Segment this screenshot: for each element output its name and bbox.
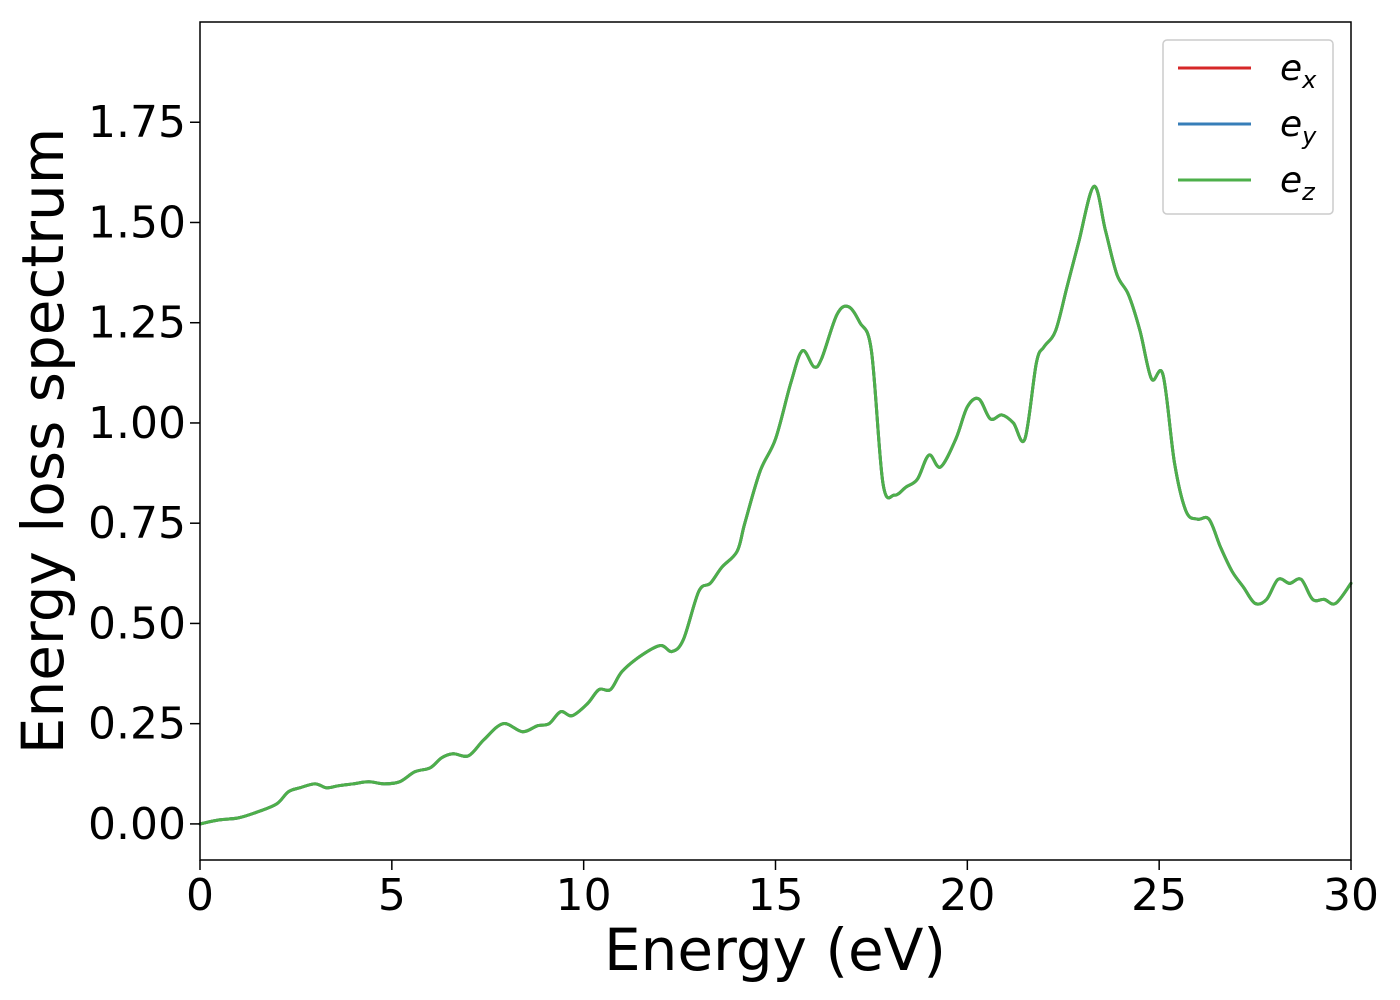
x-tick-label: 10 [556,870,612,921]
legend-box [1162,39,1334,215]
y-tick-label: 0.50 [88,598,186,649]
y-tick-label: 1.25 [88,298,186,349]
x-tick-label: 20 [939,870,995,921]
legend-label-z: ez [1280,160,1316,206]
y-axis: 0.00 0.25 0.50 0.75 1.00 1.25 1.50 1.75 [88,97,200,850]
x-tick-label: 5 [378,870,406,921]
x-tick-label: 15 [748,870,804,921]
y-axis-title: Energy loss spectrum [9,128,77,754]
series-layer [198,184,1353,826]
series-line-z [198,184,1353,826]
y-tick-label: 1.50 [88,197,186,248]
x-tick-label: 25 [1131,870,1187,921]
legend: ex ey ez [1162,39,1334,215]
x-axis: 0 5 10 15 20 25 30 [186,860,1379,921]
legend-label-x: ex [1280,48,1317,94]
x-axis-title: Energy (eV) [604,916,946,984]
y-tick-label: 1.00 [88,398,186,449]
x-tick-label: 30 [1323,870,1379,921]
y-tick-label: 0.00 [88,799,186,850]
x-tick-label: 0 [186,870,214,921]
y-tick-label: 1.75 [88,97,186,148]
y-tick-label: 0.25 [88,699,186,750]
y-tick-label: 0.75 [88,498,186,549]
legend-label-y: ey [1280,104,1317,150]
